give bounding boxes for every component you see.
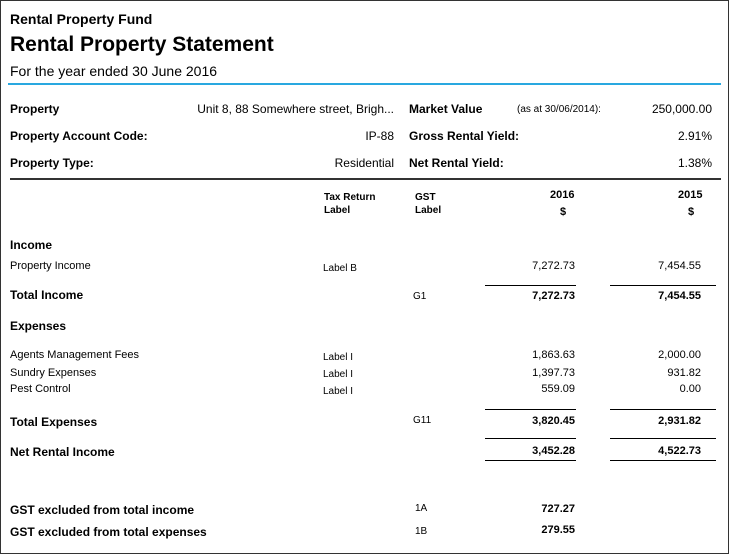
row-tax-label: Label B — [323, 263, 357, 274]
market-label: Market Value — [409, 102, 483, 116]
row-2016: 3,820.45 — [532, 415, 575, 427]
col-gst-2: Label — [415, 205, 442, 216]
col-2016: 2016 — [550, 189, 575, 201]
row-2016: 1,863.63 — [532, 349, 575, 361]
expenses-heading: Expenses — [10, 319, 67, 333]
row-gst-code: 1B — [415, 526, 428, 537]
property-label: Property — [10, 102, 60, 116]
rule — [485, 438, 576, 439]
row-2015: 2,000.00 — [658, 349, 701, 361]
row-gst-code: 1A — [415, 503, 428, 514]
row-tax-label: Label I — [323, 386, 354, 397]
row-2016: 559.09 — [541, 383, 575, 395]
code-label: Property Account Code: — [10, 129, 148, 143]
row-name: Pest Control — [10, 383, 71, 395]
details-divider — [10, 178, 721, 180]
row-2016: 7,272.73 — [532, 260, 575, 272]
net-yield-value: 1.38% — [677, 156, 712, 170]
row-2016: 727.27 — [541, 503, 575, 515]
rule — [610, 409, 716, 410]
row-2016: 1,397.73 — [532, 367, 575, 379]
page-title: Rental Property Statement — [10, 33, 274, 56]
rule — [610, 438, 716, 439]
fund-name: Rental Property Fund — [10, 11, 153, 27]
row-name: Property Income — [10, 260, 91, 272]
row-2015: 7,454.55 — [658, 290, 701, 302]
row-2015: 7,454.55 — [658, 260, 701, 272]
row-name: Agents Management Fees — [10, 349, 140, 361]
row-2016: 3,452.28 — [532, 445, 575, 457]
rule — [485, 460, 576, 461]
row-2015: 4,522.73 — [658, 445, 701, 457]
rule — [610, 285, 716, 286]
row-name: Net Rental Income — [10, 445, 115, 459]
row-name: Total Income — [10, 288, 84, 302]
row-gst-label: G1 — [413, 291, 427, 302]
row-2015: 931.82 — [667, 367, 701, 379]
row-tax-label: Label I — [323, 352, 354, 363]
row-tax-label: Label I — [323, 369, 354, 380]
page-subtitle: For the year ended 30 June 2016 — [10, 63, 218, 79]
col-2016-currency: $ — [560, 206, 567, 218]
row-name: GST excluded from total income — [10, 503, 195, 517]
rule — [485, 285, 576, 286]
gross-value: 2.91% — [677, 129, 712, 143]
market-value: 250,000.00 — [651, 102, 712, 116]
col-2015-currency: $ — [688, 206, 695, 218]
property-value: Unit 8, 88 Somewhere street, Brigh... — [197, 102, 394, 116]
income-heading: Income — [10, 238, 53, 252]
row-name: Total Expenses — [10, 415, 98, 429]
market-note: (as at 30/06/2014): — [517, 104, 601, 115]
net-yield-label: Net Rental Yield: — [409, 156, 504, 170]
row-2016: 279.55 — [541, 524, 575, 536]
row-2015: 0.00 — [679, 383, 701, 395]
type-value: Residential — [334, 156, 394, 170]
title-divider — [8, 83, 721, 85]
col-gst-1: GST — [415, 192, 436, 203]
rule — [485, 409, 576, 410]
row-2015: 2,931.82 — [658, 415, 701, 427]
type-label: Property Type: — [10, 156, 94, 170]
row-name: Sundry Expenses — [10, 367, 97, 379]
gross-label: Gross Rental Yield: — [409, 129, 520, 143]
col-tax-1: Tax Return — [324, 192, 376, 203]
rule — [610, 460, 716, 461]
row-2016: 7,272.73 — [532, 290, 575, 302]
code-value: IP-88 — [365, 129, 394, 143]
row-gst-label: G11 — [413, 415, 432, 426]
col-2015: 2015 — [678, 189, 703, 201]
row-name: GST excluded from total expenses — [10, 525, 207, 539]
col-tax-2: Label — [324, 205, 351, 216]
